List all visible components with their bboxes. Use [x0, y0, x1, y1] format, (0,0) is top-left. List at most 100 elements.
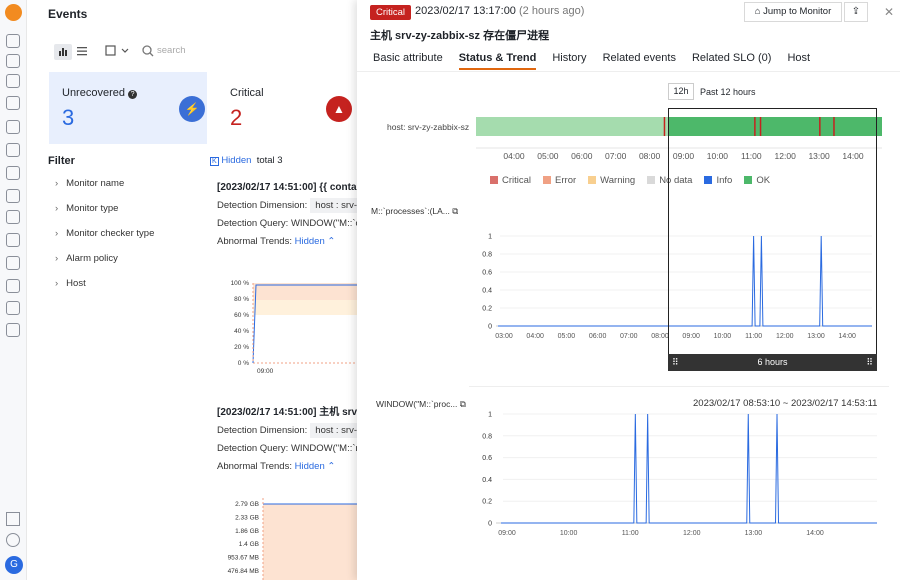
chevron-right-icon: ›	[55, 203, 59, 214]
security-icon[interactable]	[6, 210, 20, 224]
alarm-item[interactable]: [2023/02/17 14:51:00] 主机 srv Detection D…	[217, 403, 367, 472]
unrecovered-card[interactable]: Unrecovered ? 3 ⚡	[49, 72, 207, 144]
apm-icon[interactable]	[6, 166, 20, 180]
search-field[interactable]: search	[141, 44, 201, 58]
filter-monitor-name[interactable]: › Monitor name	[55, 178, 125, 189]
avatar[interactable]: G	[5, 556, 23, 574]
legend-critical[interactable]: Critical	[490, 175, 531, 186]
alarm-item[interactable]: [2023/02/17 14:51:00] {{ conta Detection…	[217, 182, 367, 247]
filter-alarm-policy[interactable]: › Alarm policy	[55, 253, 118, 264]
selection-handle[interactable]: ⠿ 6 hours ⠿	[668, 354, 877, 371]
legend-warning[interactable]: Warning	[588, 175, 635, 186]
copy-icon[interactable]: ⧉	[459, 399, 466, 409]
metrics-icon[interactable]	[6, 96, 20, 110]
filter-checker-type[interactable]: › Monitor checker type	[55, 228, 155, 239]
x-tick: 06:00	[589, 333, 607, 340]
legend-nodata[interactable]: No data	[647, 175, 692, 186]
x-tick: 13:00	[745, 530, 763, 537]
calendar-icon[interactable]	[6, 54, 20, 68]
x-tick: 09:00	[682, 333, 700, 340]
mini-y-tick: 60 %	[234, 312, 249, 319]
plug-icon: ⚡	[179, 96, 205, 122]
drag-handle-right-icon[interactable]: ⠿	[866, 357, 873, 367]
total-count: total 3	[256, 155, 283, 166]
tab-related-events[interactable]: Related events	[602, 52, 676, 64]
alarm-header[interactable]: [2023/02/17 14:51:00] 主机 srv	[217, 407, 358, 418]
window-chart[interactable]: 0 0.2 0.4 0.6 0.8 1 09:00 10:00 11:00 12:00 13:00…	[357, 407, 900, 542]
dimension-pill: host : srv-zy	[310, 423, 367, 438]
list-view-toggle[interactable]	[75, 44, 91, 58]
dimension-pill: host : srv-zy	[310, 198, 367, 213]
time-range-button[interactable]: 12h	[668, 83, 694, 100]
jump-to-monitor-button[interactable]: ⌂ Jump to Monitor	[744, 2, 842, 22]
events-panel: Events search Unrecovered ? 3 ⚡ Critical…	[27, 0, 367, 580]
processes-chart[interactable]: 0 0.2 0.4 0.6 0.8 1 03:00 04:00 05:00 06:00 07:00…	[357, 226, 900, 346]
time-range-text[interactable]: Past 12 hours	[700, 87, 756, 97]
critical-card[interactable]: Critical 2 ▲	[230, 72, 367, 144]
page-title: Events	[48, 7, 88, 21]
legend-error[interactable]: Error	[543, 175, 576, 186]
chevron-right-icon: ›	[55, 253, 59, 264]
rum-icon[interactable]	[6, 189, 20, 203]
tab-history[interactable]: History	[552, 52, 587, 64]
infrastructure-icon[interactable]	[6, 74, 20, 88]
filter-monitor-type[interactable]: › Monitor type	[55, 203, 119, 214]
legend-swatch	[490, 176, 498, 184]
send-icon[interactable]	[6, 512, 20, 526]
timeline-x-tick: 10:00	[707, 151, 729, 161]
list-icon[interactable]	[6, 143, 20, 157]
y-tick: 1	[488, 412, 492, 419]
logo-icon[interactable]	[5, 4, 22, 21]
x-tick: 11:00	[622, 530, 639, 537]
x-tick: 09:00	[498, 530, 516, 537]
timeline-x-tick: 12:00	[775, 151, 797, 161]
y-tick: 0.8	[482, 433, 492, 440]
tab-host[interactable]: Host	[787, 52, 811, 64]
integration-icon[interactable]	[6, 279, 20, 293]
summary-line: K Hidden total 3	[210, 155, 283, 166]
mini-x-label: 09:00	[257, 368, 274, 375]
copy-icon[interactable]: ⧉	[452, 206, 459, 216]
nav-rail: G	[0, 0, 27, 580]
mini-chart-cpu: 100 % 80 % 60 % 40 % 20 % 0 % 09:00	[231, 280, 367, 375]
alarm-header[interactable]: [2023/02/17 14:51:00] {{ conta	[217, 182, 357, 193]
help-icon[interactable]	[6, 533, 20, 547]
critical-marker	[759, 117, 762, 136]
view-dropdown[interactable]	[105, 44, 131, 58]
trend-toggle[interactable]: Hidden	[294, 236, 325, 247]
hidden-toggle[interactable]: Hidden	[221, 155, 252, 166]
timeline-x-tick: 05:00	[537, 151, 559, 161]
close-icon[interactable]: ✕	[884, 5, 895, 19]
legend-swatch	[588, 176, 597, 184]
tab-related-slo[interactable]: Related SLO (0)	[691, 52, 772, 64]
chevron-right-icon: ›	[55, 178, 59, 189]
help-icon: ?	[128, 90, 138, 99]
tab-status-trend[interactable]: Status & Trend	[458, 52, 537, 70]
search-input[interactable]: search	[157, 45, 186, 56]
dashboard-icon[interactable]	[6, 34, 20, 48]
y-tick: 0.6	[482, 270, 492, 277]
chart-view-toggle[interactable]	[54, 44, 72, 60]
filter-title: Filter	[48, 155, 75, 167]
settings-icon[interactable]	[6, 301, 20, 315]
logs-icon[interactable]	[6, 120, 20, 134]
legend-ok[interactable]: OK	[744, 175, 770, 186]
tab-basic-attribute[interactable]: Basic attribute	[373, 52, 443, 64]
x-tick: 10:00	[714, 333, 732, 340]
monitor-icon[interactable]	[6, 256, 20, 270]
legend-info[interactable]: Info	[704, 175, 732, 186]
filter-host[interactable]: › Host	[55, 278, 86, 289]
x-tick: 12:00	[776, 333, 794, 340]
share-button[interactable]: ⇪	[844, 2, 868, 22]
x-tick: 14:00	[806, 530, 824, 537]
card-value: 2	[230, 105, 243, 130]
trend-toggle[interactable]: Hidden	[294, 461, 325, 472]
monitor-icon: ⌂	[754, 6, 764, 17]
y-tick: 1	[488, 234, 492, 241]
ci-icon[interactable]	[6, 233, 20, 247]
drag-handle-left-icon[interactable]: ⠿	[672, 357, 679, 367]
management-icon[interactable]	[6, 323, 20, 337]
mini-y-tick: 0 %	[238, 360, 249, 367]
collapse-icon[interactable]: K	[210, 157, 219, 166]
status-timeline[interactable]: 04:00 05:00 06:00 07:00 08:00 09:00 10:00 11:00…	[357, 100, 900, 170]
